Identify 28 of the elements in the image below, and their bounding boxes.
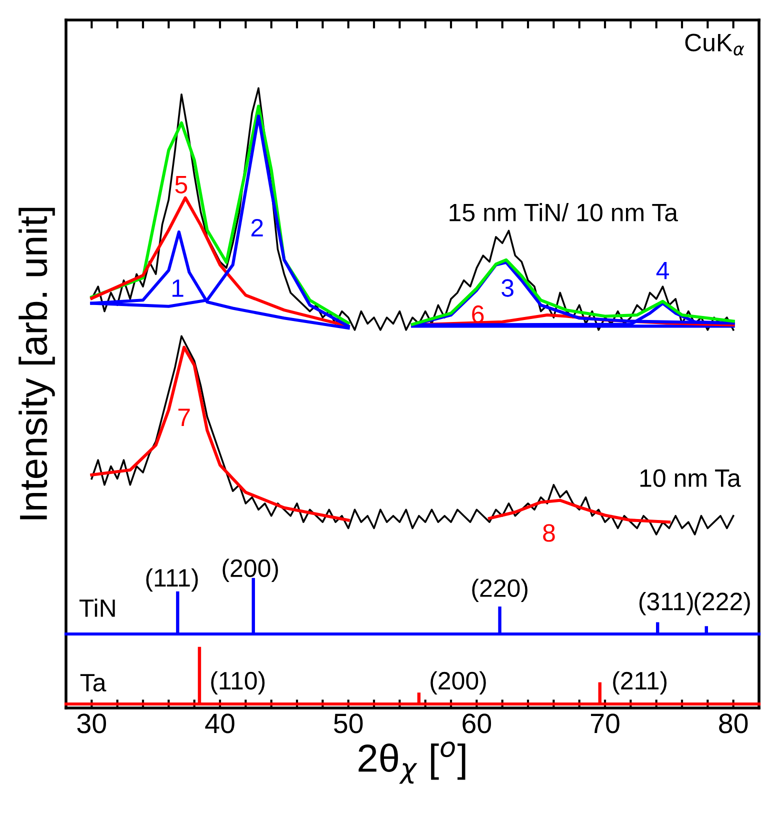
annotation: (200) [430,671,486,695]
annotation: 15 nm TiN/ 10 nm Ta [450,203,678,222]
series-label: 2 [251,218,263,236]
x-tick-label: 50 [334,714,363,734]
annotation: (111) [146,568,198,592]
annotation: (220) [472,578,528,602]
annotation: TiN [79,598,115,617]
annotation: Ta [80,674,106,692]
annotation: (200) [222,558,278,582]
x-tick-label: 30 [77,714,106,734]
annotation: 10 nm Ta [640,469,741,487]
series-label: 7 [178,408,190,426]
series-label: 4 [656,262,669,280]
y-axis-title: Intensity [arb. unit] [18,208,55,520]
annotation: (211) [613,671,667,695]
x-tick-label: 40 [205,714,234,734]
annotation: (222) [694,592,750,616]
x-axis-title: 2θ$_{χ}$ [$^{o}$] [358,742,466,784]
x-tick-label: 70 [590,714,620,734]
series-label: 3 [502,279,514,297]
annotation: (110) [211,671,265,695]
series-label: 8 [543,524,555,542]
x-tick-label: 80 [719,714,748,734]
series-label: 5 [175,176,188,194]
text: CuK$_{α}$ [685,34,744,56]
series-label: 1 [172,280,184,297]
annotation: (311) [639,592,693,616]
x-tick-label: 60 [462,714,492,734]
